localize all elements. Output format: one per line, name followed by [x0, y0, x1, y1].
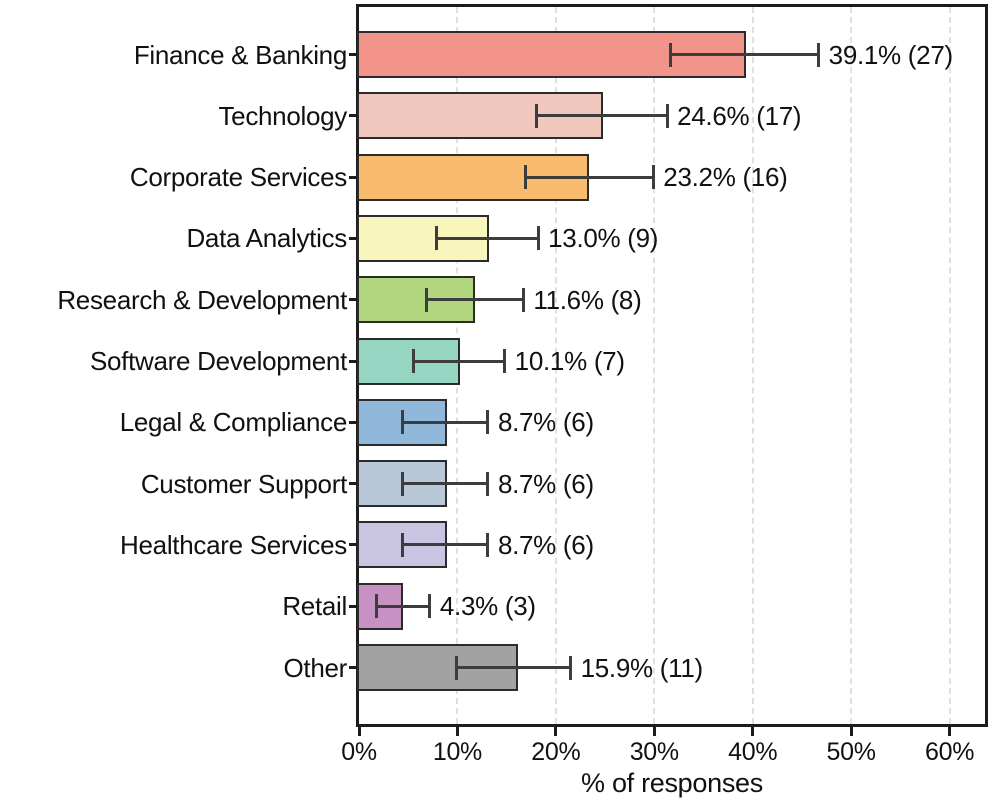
x-tick-label: 0% — [341, 738, 377, 766]
error-bar — [413, 359, 505, 363]
error-cap-high — [817, 42, 821, 67]
gridline — [653, 7, 656, 724]
gridline — [554, 7, 557, 724]
error-bar — [402, 482, 488, 486]
value-label: 15.9% (11) — [580, 652, 704, 683]
error-cap-low — [668, 42, 672, 67]
error-cap-low — [425, 287, 429, 312]
x-tick — [455, 727, 459, 736]
value-label: 13.0% (9) — [548, 223, 659, 254]
error-cap-high — [486, 532, 490, 557]
category-label: Software Development — [89, 346, 347, 376]
x-tick — [357, 727, 361, 736]
error-cap-high — [486, 471, 490, 496]
error-cap-high — [428, 594, 432, 619]
error-bar — [376, 604, 430, 608]
x-tick-label: 60% — [924, 738, 975, 766]
y-tick — [349, 482, 356, 486]
error-bar — [456, 666, 571, 669]
error-cap-high — [665, 103, 669, 128]
error-bar — [525, 175, 654, 179]
value-label: 8.7% (6) — [497, 407, 594, 438]
x-tick — [849, 727, 853, 736]
category-label: Finance & Banking — [133, 39, 347, 70]
x-axis-label: % of responses — [581, 768, 763, 798]
x-tick-label: 40% — [728, 738, 778, 766]
error-cap-low — [411, 349, 415, 373]
y-tick — [349, 114, 356, 118]
error-bar — [670, 53, 819, 56]
error-cap-low — [400, 410, 404, 435]
y-tick — [349, 53, 356, 56]
value-label: 8.7% (6) — [497, 529, 594, 560]
error-cap-low — [534, 103, 538, 128]
category-label: Healthcare Services — [120, 529, 347, 560]
category-label: Corporate Services — [129, 162, 347, 193]
x-tick-label: 10% — [432, 738, 482, 766]
value-label: 23.2% (16) — [663, 162, 788, 193]
error-bar — [436, 236, 539, 240]
x-tick — [948, 727, 952, 736]
category-label: Other — [283, 652, 347, 683]
error-cap-high — [521, 287, 525, 312]
y-tick — [349, 175, 356, 179]
error-cap-low — [435, 226, 439, 251]
value-label: 10.1% (7) — [514, 346, 625, 376]
error-bar — [402, 420, 488, 424]
error-cap-high — [651, 165, 655, 190]
value-label: 4.3% (3) — [439, 591, 536, 622]
gridline — [850, 7, 853, 724]
y-tick — [349, 420, 356, 424]
error-cap-high — [536, 226, 540, 251]
category-label: Legal & Compliance — [119, 407, 348, 438]
error-cap-high — [503, 349, 507, 373]
gridline — [948, 7, 951, 724]
x-tick-label: 30% — [629, 738, 679, 766]
y-tick — [349, 298, 356, 302]
gridline — [751, 7, 754, 724]
error-bar — [402, 543, 488, 547]
y-tick — [349, 543, 356, 547]
error-cap-low — [375, 594, 379, 619]
error-cap-low — [523, 165, 527, 190]
value-label: 24.6% (17) — [677, 100, 802, 131]
bar — [357, 276, 476, 324]
y-tick — [349, 359, 356, 363]
category-label: Customer Support — [140, 468, 347, 499]
category-label: Technology — [218, 100, 347, 131]
x-tick — [554, 727, 558, 736]
x-tick — [751, 727, 755, 736]
error-cap-low — [454, 655, 458, 680]
y-tick — [349, 236, 356, 240]
category-label: Retail — [282, 591, 347, 622]
value-label: 11.6% (8) — [533, 284, 642, 315]
x-tick-label: 50% — [826, 738, 876, 766]
error-bar — [426, 298, 524, 302]
error-cap-low — [400, 471, 404, 496]
value-label: 39.1% (27) — [828, 39, 953, 70]
error-bar — [536, 114, 668, 118]
y-tick — [349, 666, 356, 669]
x-tick — [652, 727, 656, 736]
error-cap-high — [486, 410, 490, 435]
error-cap-low — [400, 532, 404, 557]
category-label: Research & Development — [57, 284, 347, 315]
error-cap-high — [569, 655, 573, 680]
value-label: 8.7% (6) — [497, 468, 594, 499]
category-label: Data Analytics — [186, 223, 347, 254]
x-tick-label: 20% — [531, 738, 581, 766]
y-tick — [349, 604, 356, 608]
